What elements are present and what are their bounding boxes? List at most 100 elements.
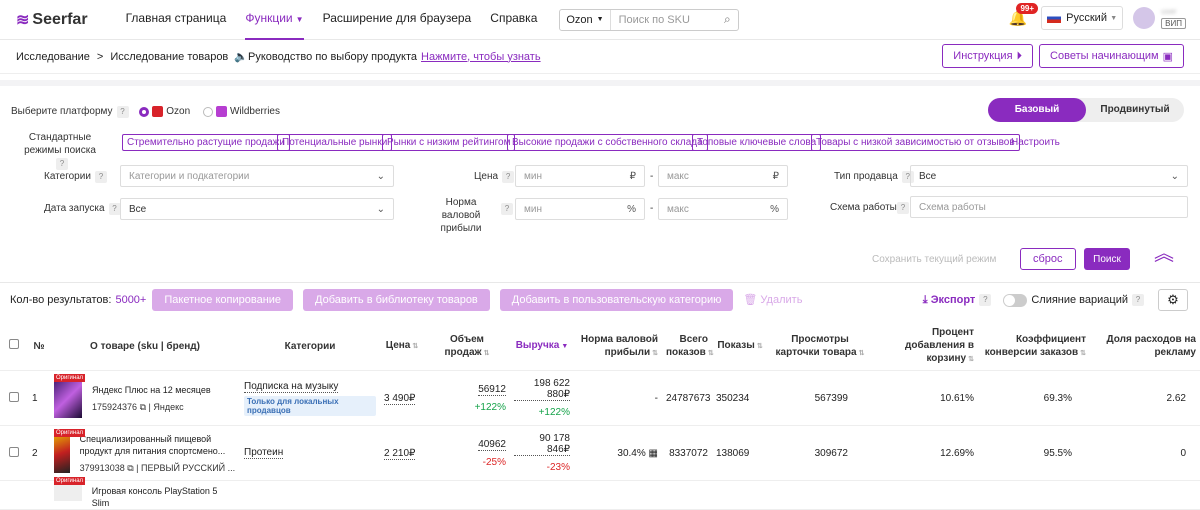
product-sku[interactable]: 175924376 [92,401,138,412]
checkbox[interactable] [9,339,19,349]
save-mode-button[interactable]: Сохранить текущий режим [872,254,997,265]
price-min-input[interactable]: мин ₽ [515,165,645,187]
seller-select[interactable]: Все ⌄ [910,165,1188,187]
batch-copy-button[interactable]: Пакетное копирование [152,288,294,311]
product-price: 3 490₽ [384,392,416,405]
search-icon[interactable]: ⌕ [724,12,731,26]
launch-date-select[interactable]: Все ⌄ [120,198,394,220]
tips-button[interactable]: Советы начинающим ▣ [1039,44,1184,68]
help-icon[interactable]: ? [897,202,909,214]
price-cell: 2 210₽ [380,425,424,481]
scheme-input[interactable]: Схема работы [910,196,1188,218]
add-category-button[interactable]: Добавить в пользовательскую категорию [499,288,734,311]
checkbox[interactable] [9,391,19,402]
col-revenue[interactable]: Выручка ▼ [510,322,574,371]
col-margin[interactable]: Норма валовой прибыли ⇅ [574,322,662,371]
table-row[interactable]: 1 Оригинал Яндекс Плюс на 12 месяцев 175… [0,370,1200,426]
margin-max-input[interactable]: макс% [658,198,788,220]
product-name[interactable]: Яндекс Плюс на 12 месяцев [92,384,211,395]
row-checkbox[interactable] [0,370,28,426]
language-select[interactable]: Русский ▼ [1041,6,1124,30]
col-price[interactable]: Цена ⇅ [380,322,424,371]
nav-home[interactable]: Главная страница [125,11,227,25]
col-card-views[interactable]: Просмотры карточки товара ⇅ [768,322,872,371]
user-info[interactable]: user ВИП [1161,7,1186,29]
product-category[interactable]: Подписка на музыку [244,380,339,393]
table-row[interactable]: Оригинал Игровая консоль PlayStation 5 S… [0,477,1200,510]
basic-mode-button[interactable]: Базовый [988,98,1086,122]
product-category[interactable]: Протеин [244,447,284,459]
product-sku[interactable]: 379913038 [79,462,125,473]
product-brand[interactable]: Яндекс [153,401,184,412]
logo[interactable]: ≋ Seerfar [16,10,88,30]
mode-chip[interactable]: Высокие продажи с собственного склада [507,134,708,151]
reset-button[interactable]: сброс [1020,248,1076,270]
help-icon[interactable]: ? [94,171,107,183]
category-select[interactable]: Категории и подкатегории ⌄ [120,165,394,187]
col-views[interactable]: Показы ⇅ [712,322,768,371]
product-image[interactable]: Оригинал [54,477,86,501]
nav-functions[interactable]: Функции ▼ [245,0,304,40]
col-conversion[interactable]: Коэффициент конверсии заказов ⇅ [978,322,1090,371]
row-checkbox[interactable] [0,425,28,481]
price-label: Цена? [474,171,515,183]
ad-share-value: 2.62 [1090,370,1200,426]
breadcrumb-root[interactable]: Исследование [16,50,90,63]
collapse-icon[interactable]: ︽ [1154,243,1174,265]
margin-min-input[interactable]: мин% [515,198,645,220]
mode-chip[interactable]: Потенциальные рынки [277,134,393,151]
sort-icon: ⇅ [968,356,974,363]
radio-wildberries[interactable]: Wildberries [202,106,280,117]
help-icon[interactable]: ? [501,203,513,215]
col-total-views[interactable]: Всего показов ⇅ [662,322,714,371]
search-platform-select[interactable]: Ozon ▼ [560,9,611,30]
copy-icon[interactable]: ⧉ [139,401,147,412]
table-row[interactable]: 2 Оригинал Специализированный пищевой пр… [0,425,1200,481]
mode-chip[interactable]: Товары с низкой зависимостью от отзывов [811,134,1020,151]
calculator-icon[interactable]: ▦ [648,447,658,459]
advanced-mode-button[interactable]: Продвинутый [1100,104,1170,115]
copy-icon[interactable]: ⧉ [127,462,134,473]
radio-icon [139,106,150,117]
instruction-button[interactable]: Инструкция ⏵ [942,44,1034,68]
delete-button[interactable]: 🗑 Удалить [743,293,802,306]
product-name[interactable]: Специализированный пищевой продукт для п… [79,433,226,456]
mode-chip[interactable]: Рынки с низким рейтингом [382,134,516,151]
revenue-value: 90 178 846₽ [514,433,570,456]
bell-icon[interactable]: 🔔 99+ [1008,3,1039,27]
col-sales[interactable]: Объем продаж ⇅ [424,322,510,371]
product-name[interactable]: Игровая консоль PlayStation 5 Slim [91,486,218,508]
gear-icon[interactable]: ⚙ [1158,289,1188,311]
help-icon[interactable]: ? [116,106,129,119]
category-placeholder: Категории и подкатегории [129,170,250,182]
nav-extension[interactable]: Расширение для браузера [322,11,472,25]
help-icon[interactable]: ? [1132,294,1144,306]
guide-link[interactable]: Нажмите, чтобы узнать [421,50,541,63]
avatar[interactable] [1133,7,1156,29]
configure-link[interactable]: Настроить [1011,137,1060,148]
add-library-button[interactable]: Добавить в библиотеку товаров [303,288,490,311]
mode-chip[interactable]: Топовые ключевые слова [692,134,822,151]
mode-chip[interactable]: Стремительно растущие продажи [122,134,290,151]
row-checkbox[interactable] [0,480,28,510]
col-ad-share[interactable]: Доля расходов на рекламу [1090,322,1200,371]
select-all-checkbox[interactable] [0,322,28,371]
help-icon[interactable]: ? [56,158,68,170]
help-icon[interactable]: ? [108,203,121,215]
product-table: № О товаре (sku | бренд) Категории Цена ⇅… [0,322,1200,510]
search-button[interactable]: Поиск [1084,248,1130,270]
product-brand[interactable]: ПЕРВЫЙ РУССКИЙ ... [141,462,236,473]
product-image[interactable]: Оригинал [54,374,86,418]
col-cart-rate[interactable]: Процент добавления в корзину ⇅ [872,322,978,371]
checkbox[interactable] [9,446,19,457]
sort-icon: ⇅ [412,343,419,350]
export-button[interactable]: ⤓ Экспорт [923,294,976,307]
price-max-input[interactable]: макс ₽ [658,165,788,187]
help-icon[interactable]: ? [502,171,515,183]
product-image[interactable]: Оригинал [54,429,86,473]
radio-ozon[interactable]: Ozon [139,106,190,117]
nav-help[interactable]: Справка [490,11,538,25]
merge-variations-toggle[interactable] [1003,293,1028,307]
help-icon[interactable]: ? [979,294,992,306]
search-input[interactable]: Поиск по SKU [618,13,690,26]
